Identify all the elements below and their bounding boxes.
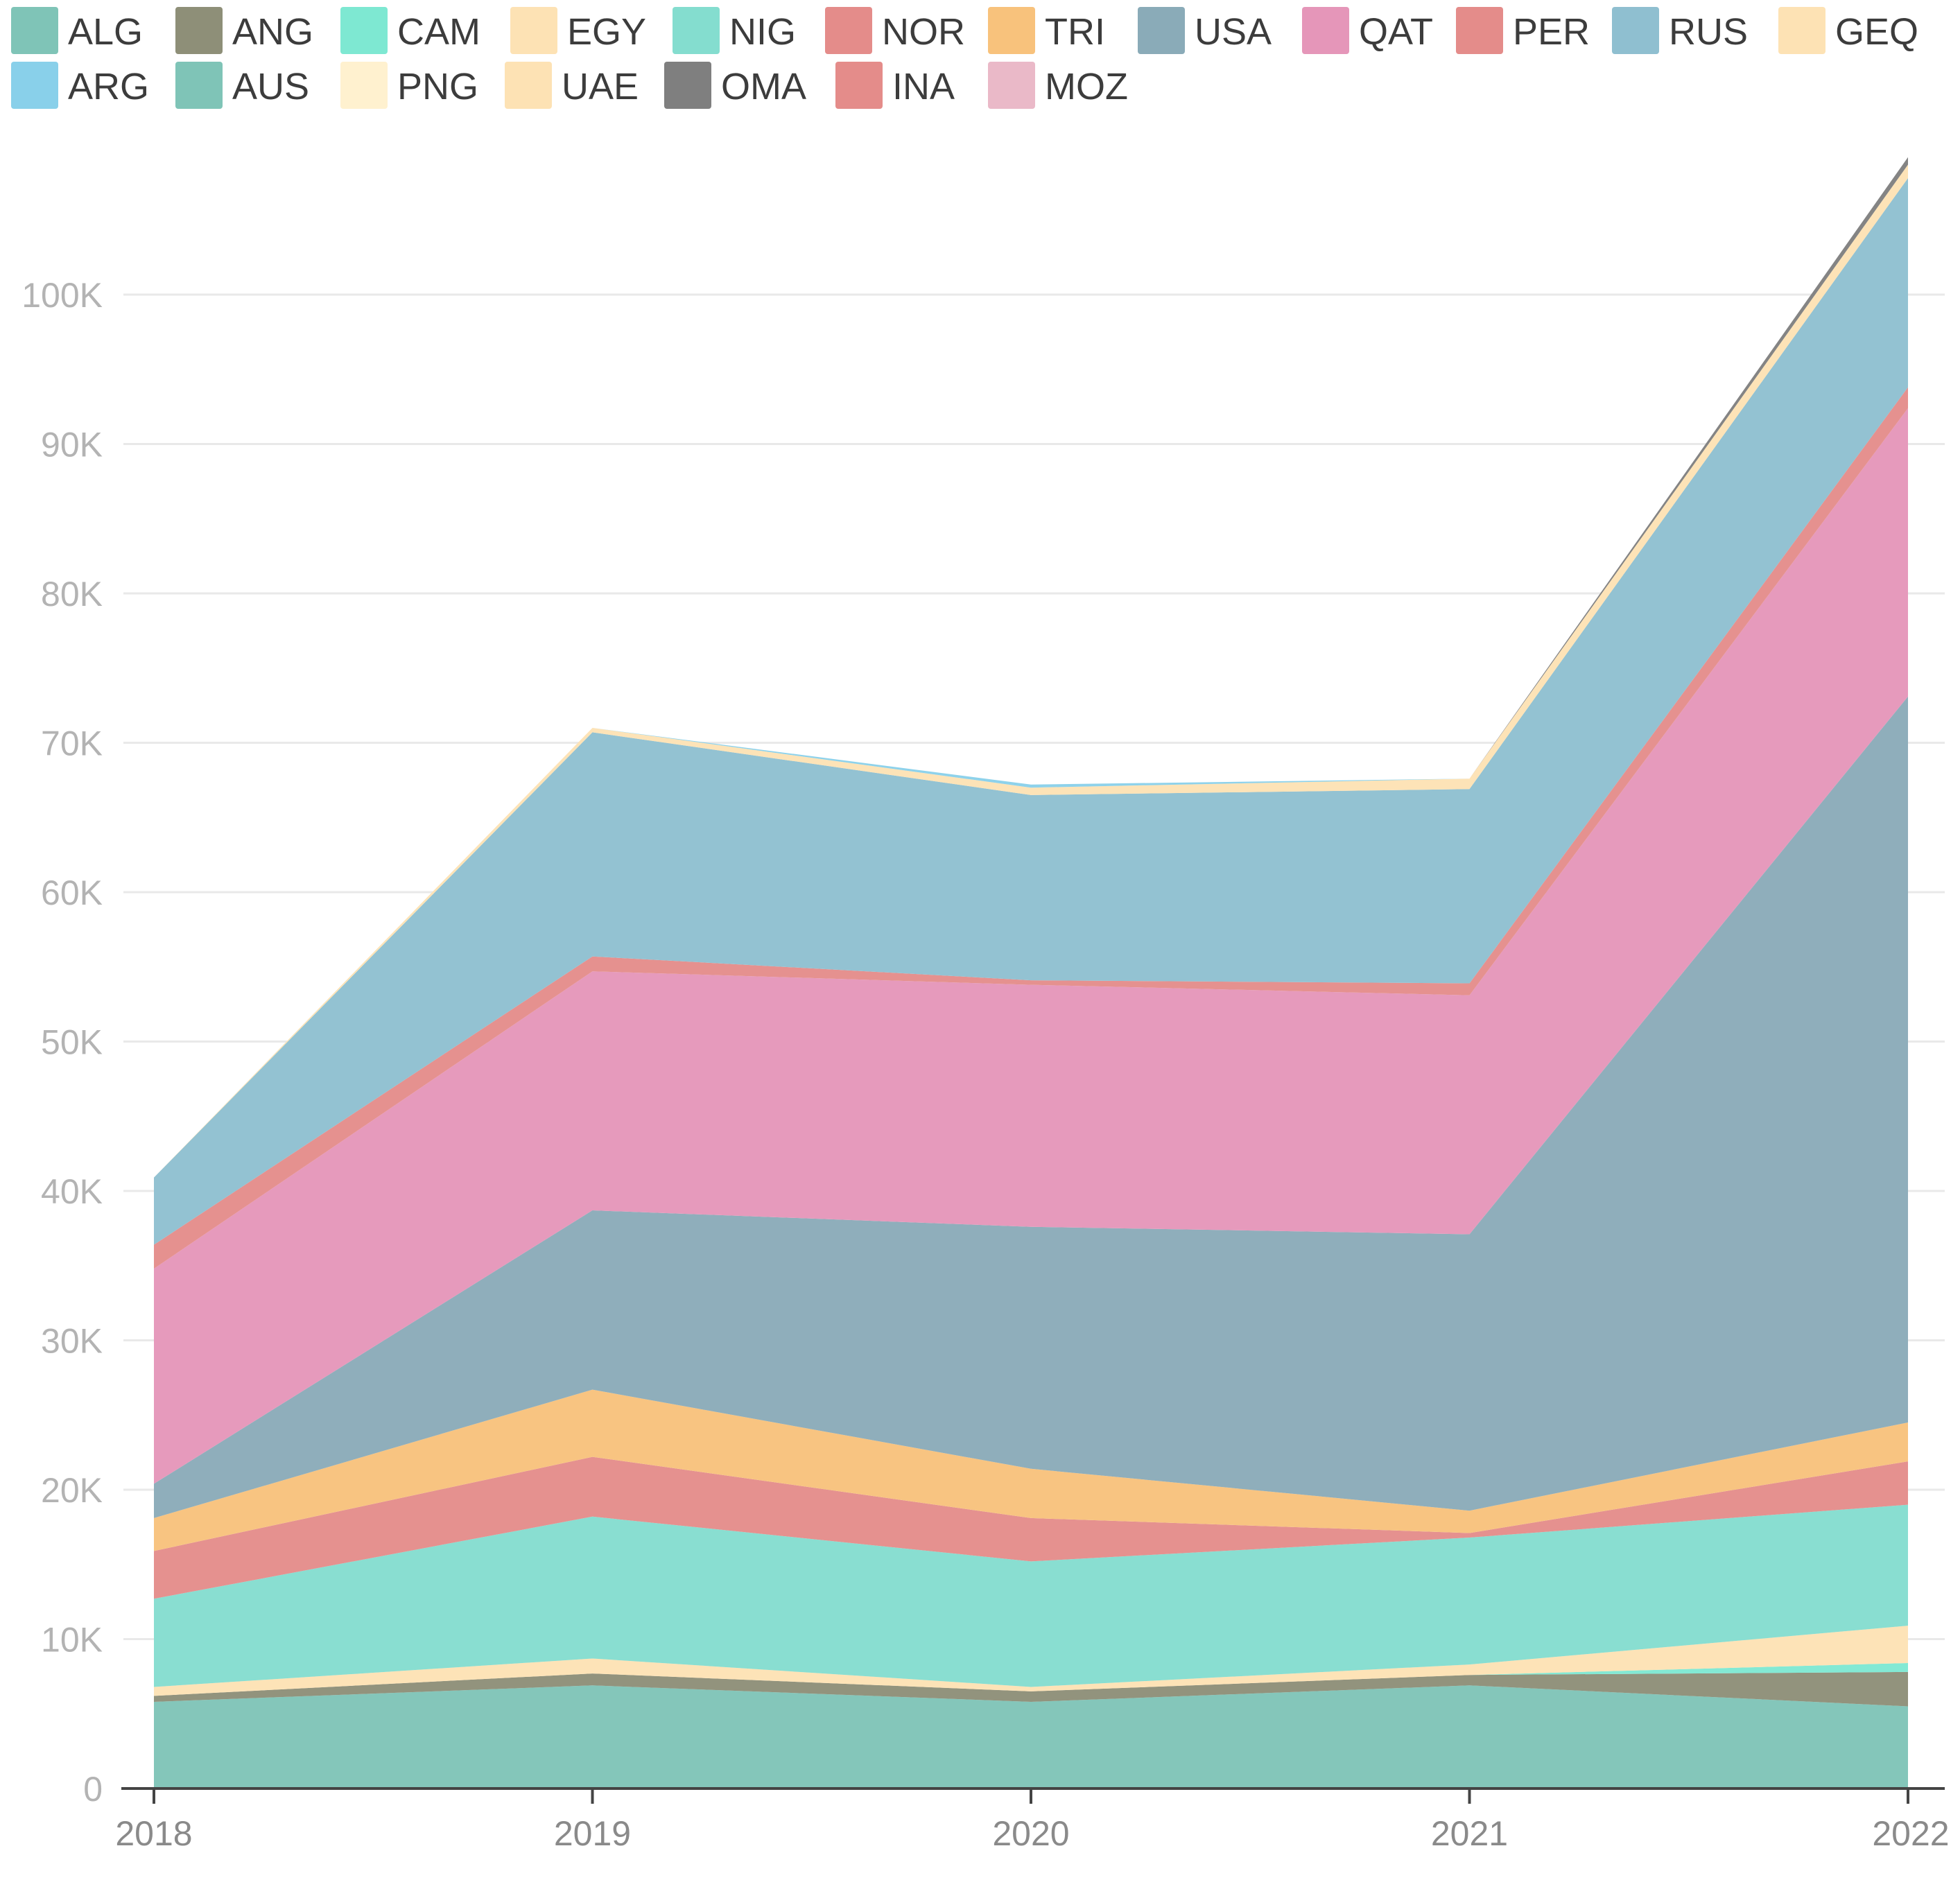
- x-axis: 2018 2019 2020 2021 2022: [115, 1787, 1950, 1853]
- area-rus: [154, 177, 1908, 1245]
- legend-label: GEQ: [1835, 11, 1918, 53]
- legend-swatch: [11, 7, 58, 54]
- legend-label: MOZ: [1045, 66, 1128, 107]
- legend-label: UAE: [562, 66, 639, 107]
- legend-swatch: [340, 7, 388, 54]
- legend-label: USA: [1195, 11, 1272, 53]
- legend-swatch: [1138, 7, 1185, 54]
- y-tick-label: 90K: [41, 426, 103, 464]
- legend-item-moz[interactable]: MOZ: [988, 62, 1128, 109]
- y-tick-label: 10K: [41, 1621, 103, 1660]
- area-usa: [154, 696, 1908, 1518]
- legend-item-aus[interactable]: AUS: [175, 62, 309, 109]
- area-nor: [154, 1456, 1908, 1599]
- y-tick-label: 0: [83, 1770, 103, 1809]
- legend-label: QAT: [1359, 11, 1433, 53]
- legend-item-geq[interactable]: GEQ: [1778, 7, 1918, 54]
- legend-item-tri[interactable]: TRI: [988, 7, 1105, 54]
- legend-swatch: [175, 7, 223, 54]
- x-tick-label: 2018: [115, 1814, 192, 1853]
- legend-item-per[interactable]: PER: [1456, 7, 1590, 54]
- y-tick-label: 50K: [41, 1023, 103, 1062]
- legend-swatch: [505, 62, 552, 109]
- legend-swatch: [175, 62, 223, 109]
- y-tick-label: 80K: [41, 575, 103, 613]
- area-ang: [154, 1671, 1908, 1707]
- legend-swatch: [510, 7, 557, 54]
- legend-swatch: [1778, 7, 1825, 54]
- legend-item-nig[interactable]: NIG: [673, 7, 796, 54]
- legend-swatch: [673, 7, 720, 54]
- legend-label: ALG: [68, 11, 143, 53]
- y-tick-label: 100K: [21, 276, 103, 315]
- legend-item-uae[interactable]: UAE: [505, 62, 639, 109]
- legend-item-png[interactable]: PNG: [340, 62, 478, 109]
- area-series: [154, 157, 1908, 1788]
- x-tick-label: 2020: [992, 1814, 1069, 1853]
- legend-item-arg[interactable]: ARG: [11, 62, 149, 109]
- legend-swatch: [340, 62, 388, 109]
- y-tick-label: 30K: [41, 1322, 103, 1361]
- legend-label: AUS: [232, 66, 309, 107]
- area-nig: [154, 1504, 1908, 1687]
- legend-swatch: [664, 62, 711, 109]
- legend-item-ang[interactable]: ANG: [175, 7, 313, 54]
- legend-swatch: [1612, 7, 1659, 54]
- y-tick-label: 70K: [41, 724, 103, 763]
- legend-label: ARG: [68, 66, 149, 107]
- legend-item-usa[interactable]: USA: [1138, 7, 1272, 54]
- legend-label: CAM: [397, 11, 480, 53]
- legend-label: TRI: [1045, 11, 1105, 53]
- x-tick-label: 2019: [554, 1814, 631, 1853]
- legend-item-cam[interactable]: CAM: [340, 7, 480, 54]
- area-egy: [154, 1626, 1908, 1696]
- legend-label: NOR: [882, 11, 965, 53]
- legend-item-alg[interactable]: ALG: [11, 7, 143, 54]
- legend-item-nor[interactable]: NOR: [825, 7, 965, 54]
- legend-label: EGY: [567, 11, 646, 53]
- legend-label: OMA: [721, 66, 806, 107]
- legend-item-ina[interactable]: INA: [835, 62, 955, 109]
- legend-swatch: [1456, 7, 1503, 54]
- legend: ALG ANG CAM EGY NIG NOR TRI USA QAT PER RUS GEQ ARG A…: [11, 7, 1918, 109]
- legend-label: RUS: [1669, 11, 1748, 53]
- legend-label: PNG: [397, 66, 478, 107]
- y-tick-label: 20K: [41, 1471, 103, 1510]
- legend-item-qat[interactable]: QAT: [1302, 7, 1433, 54]
- y-tick-label: 40K: [41, 1172, 103, 1211]
- legend-swatch: [1302, 7, 1349, 54]
- legend-swatch: [11, 62, 58, 109]
- legend-item-rus[interactable]: RUS: [1612, 7, 1748, 54]
- legend-swatch: [988, 7, 1035, 54]
- legend-item-oma[interactable]: OMA: [664, 62, 806, 109]
- legend-label: NIG: [729, 11, 796, 53]
- legend-label: ANG: [232, 11, 313, 53]
- y-axis-tick-labels: 0 10K 20K 30K 40K 50K 60K 70K 80K 90K 100K: [21, 276, 103, 1809]
- x-tick-label: 2021: [1431, 1814, 1508, 1853]
- area-alg: [154, 1685, 1908, 1788]
- legend-swatch: [835, 62, 883, 109]
- x-tick-label: 2022: [1872, 1814, 1949, 1853]
- legend-swatch: [988, 62, 1035, 109]
- legend-swatch: [825, 7, 872, 54]
- legend-item-egy[interactable]: EGY: [510, 7, 646, 54]
- y-tick-label: 60K: [41, 873, 103, 912]
- area-qat: [154, 408, 1908, 1484]
- legend-label: INA: [892, 66, 955, 107]
- legend-label: PER: [1513, 11, 1590, 53]
